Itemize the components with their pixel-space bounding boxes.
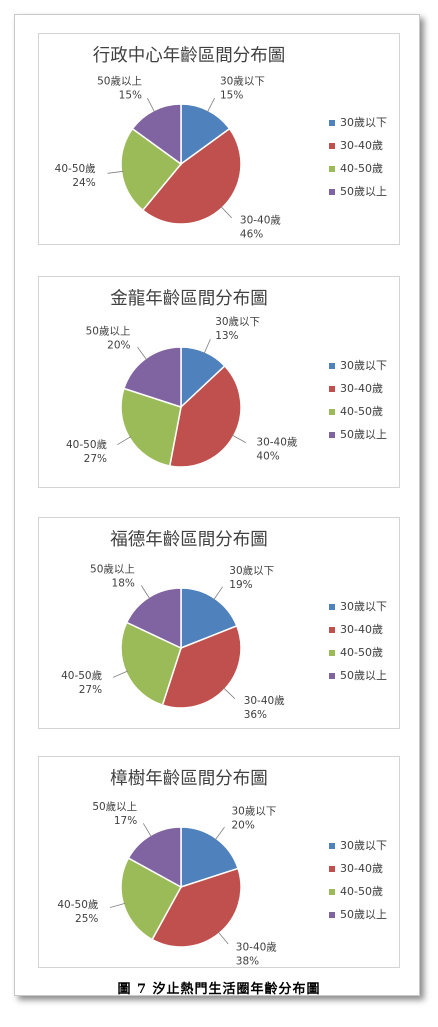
leader-line — [142, 823, 152, 838]
slice-category-label: 50歲以上 — [90, 562, 135, 575]
slice-category-label: 30-40歲 — [244, 694, 285, 707]
chart-title: 福德年齡區間分布圖 — [110, 530, 268, 550]
legend-label: 50歲以上 — [340, 907, 387, 921]
legend-swatch — [329, 189, 335, 195]
pie-chart: 30歲以下 15% 30-40歲 46% 40-50歲 24% 50歲以上 15% 30歲以下 3… — [55, 74, 387, 241]
legend-swatch — [329, 386, 335, 392]
legend-label: 30-40歲 — [340, 622, 383, 636]
legend-label: 50歲以上 — [340, 668, 387, 682]
leader-line — [107, 170, 124, 174]
chart-title: 樟樹年齡區間分布圖 — [110, 769, 268, 789]
legend-label: 40-50歲 — [340, 404, 383, 418]
legend-swatch — [329, 409, 335, 415]
legend-label: 30-40歲 — [340, 138, 383, 152]
leader-line — [214, 826, 225, 841]
leader-line — [137, 346, 148, 361]
legend-label: 30歲以下 — [340, 115, 387, 129]
slice-category-label: 50歲以上 — [86, 324, 131, 337]
slice-category-label: 30-40歲 — [256, 435, 297, 448]
slice-value-label: 18% — [112, 577, 135, 589]
slice-value-label: 15% — [119, 89, 142, 101]
figure-caption: 圖 7 汐止熱門生活圈年齡分布圖 — [117, 982, 321, 997]
legend-label: 40-50歲 — [340, 161, 383, 175]
legend-swatch — [329, 627, 335, 633]
pie-chart-panel: 福德年齡區間分布圖 30歲以下 19% 30-40歲 36% 40-50歲 27% 50歲以… — [38, 517, 400, 729]
slice-category-label: 30-40歲 — [236, 940, 277, 953]
legend-swatch — [329, 432, 335, 438]
slice-category-label: 40-50歲 — [57, 898, 98, 911]
slice-category-label: 30歲以下 — [229, 564, 274, 577]
pie-chart-panel: 金龍年齡區間分布圖 30歲以下 13% 30-40歲 40% 40-50歲 27% 50歲以… — [38, 276, 400, 488]
slice-value-label: 46% — [240, 229, 263, 241]
slice-value-label: 20% — [232, 819, 255, 831]
leader-line — [217, 931, 229, 945]
legend-swatch — [329, 843, 335, 849]
leader-line — [203, 338, 211, 354]
slice-category-label: 40-50歲 — [55, 162, 96, 175]
legend-label: 30歲以下 — [340, 599, 387, 613]
slice-category-label: 40-50歲 — [61, 669, 102, 682]
slice-value-label: 13% — [215, 330, 238, 342]
legend-label: 50歲以上 — [340, 427, 387, 441]
legend-swatch — [329, 650, 335, 656]
slice-value-label: 15% — [220, 89, 243, 101]
pie-chart: 30歲以下 19% 30-40歲 36% 40-50歲 27% 50歲以上 18% 30歲以下 3… — [61, 562, 387, 721]
slice-category-label: 50歲以上 — [97, 74, 142, 87]
legend-swatch — [329, 889, 335, 895]
slice-value-label: 27% — [79, 684, 102, 696]
pie-chart: 30歲以下 13% 30-40歲 40% 40-50歲 27% 50歲以上 20% 30歲以下 3… — [66, 315, 387, 468]
chart-title: 金龍年齡區間分布圖 — [110, 289, 268, 309]
leader-line — [112, 670, 128, 678]
pie-chart-panel: 樟樹年齡區間分布圖 30歲以下 20% 30-40歲 38% 40-50歲 25% 50歲以… — [38, 756, 400, 968]
slice-category-label: 30歲以下 — [215, 315, 260, 328]
leader-line — [117, 436, 132, 446]
slice-value-label: 27% — [84, 453, 107, 465]
legend-label: 30歲以下 — [340, 838, 387, 852]
leader-line — [109, 902, 126, 908]
legend-swatch — [329, 363, 335, 369]
legend-label: 30-40歲 — [340, 861, 383, 875]
legend-swatch — [329, 166, 335, 172]
legend-label: 30-40歲 — [340, 381, 383, 395]
leader-line — [231, 434, 246, 443]
pie-chart-panel: 行政中心年齡區間分布圖 30歲以下 15% 30-40歲 46% 40-50歲 24% 50… — [38, 33, 400, 245]
legend-label: 50歲以上 — [340, 184, 387, 198]
slice-value-label: 20% — [107, 339, 130, 351]
leader-line — [223, 687, 236, 699]
legend-label: 40-50歲 — [340, 884, 383, 898]
pie-chart: 30歲以下 20% 30-40歲 38% 40-50歲 25% 50歲以上 17% 30歲以下 3… — [57, 800, 387, 967]
slice-value-label: 36% — [244, 709, 267, 721]
slice-value-label: 40% — [256, 450, 279, 462]
slice-value-label: 17% — [114, 815, 137, 827]
slice-category-label: 50歲以上 — [92, 800, 137, 813]
slice-value-label: 24% — [72, 177, 95, 189]
slice-category-label: 30歲以下 — [232, 804, 277, 817]
chart-title: 行政中心年齡區間分布圖 — [92, 46, 286, 66]
legend-swatch — [329, 143, 335, 149]
slice-value-label: 25% — [75, 913, 98, 925]
slice-value-label: 19% — [229, 579, 252, 591]
leader-line — [147, 97, 156, 113]
legend-label: 30歲以下 — [340, 358, 387, 372]
legend-swatch — [329, 866, 335, 872]
slice-category-label: 30-40歲 — [240, 214, 281, 227]
leader-line — [140, 585, 151, 600]
slice-category-label: 30歲以下 — [220, 74, 265, 87]
slice-category-label: 40-50歲 — [66, 438, 107, 451]
legend-swatch — [329, 120, 335, 126]
legend-label: 40-50歲 — [340, 645, 383, 659]
slice-value-label: 38% — [236, 955, 259, 967]
legend-swatch — [329, 673, 335, 679]
leader-line — [220, 206, 232, 219]
legend-swatch — [329, 912, 335, 918]
leader-line — [213, 586, 223, 601]
leader-line — [206, 97, 215, 113]
legend-swatch — [329, 604, 335, 610]
